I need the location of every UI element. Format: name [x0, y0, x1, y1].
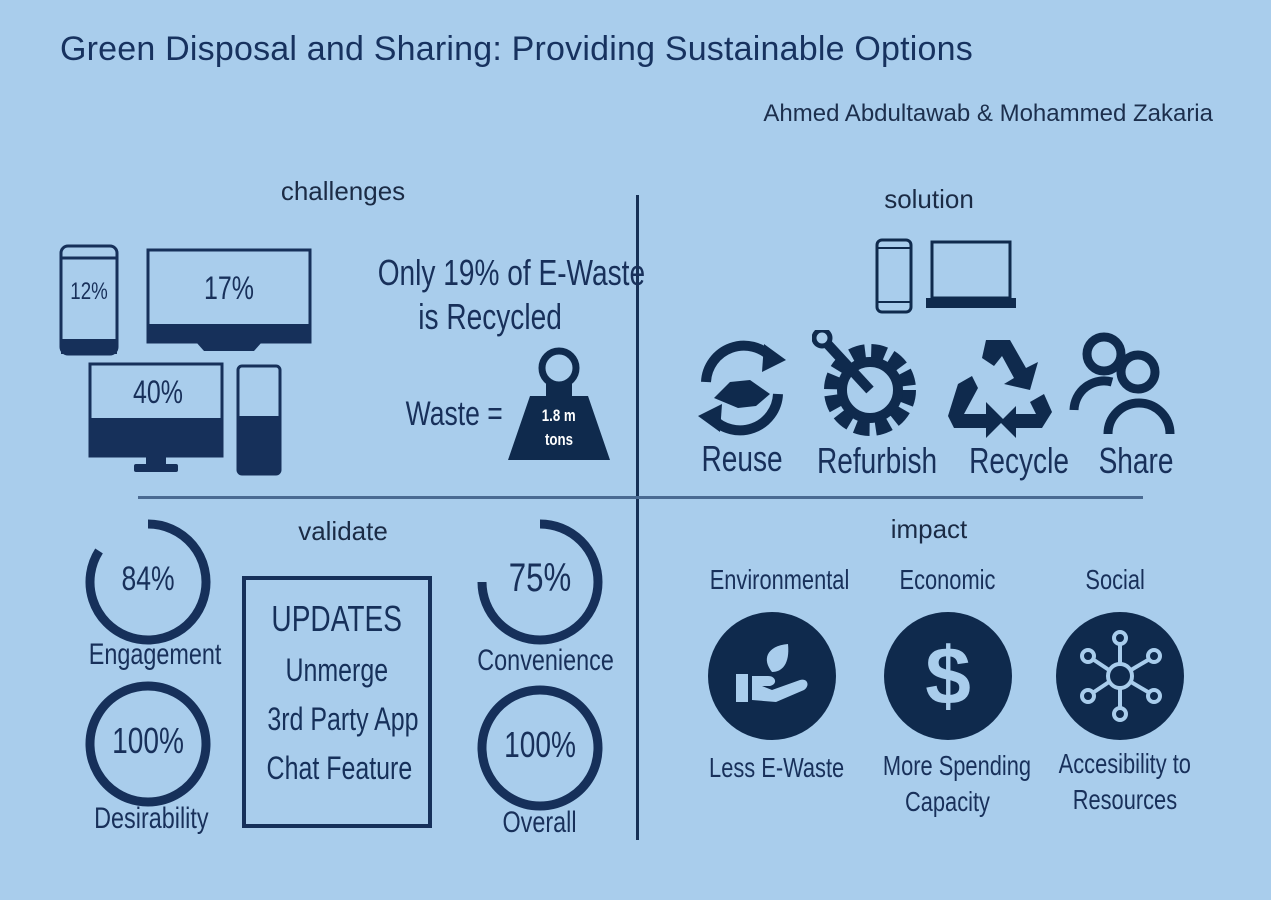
engagement-label: Engagement	[88, 638, 222, 671]
overall-value: 100%	[504, 724, 576, 765]
page-title: Green Disposal and Sharing: Providing Su…	[60, 30, 973, 68]
updates-item: Chat Feature	[266, 750, 413, 786]
desktop-percentage: 40%	[133, 374, 183, 410]
tv-device-icon	[146, 248, 312, 352]
users-icon	[1068, 330, 1178, 440]
solution-label-refurbish: Refurbish	[816, 440, 938, 481]
recycled-statement-line2: is Recycled	[418, 296, 562, 337]
updates-item: 3rd Party App	[267, 701, 419, 737]
handshake-recycle-icon	[690, 336, 794, 440]
impact-caption-social-line2: Resources	[1072, 784, 1178, 815]
desirability-value: 100%	[112, 720, 184, 761]
updates-item: Unmerge	[285, 652, 389, 688]
wrench-gear-icon	[811, 327, 924, 442]
impact-caption-environmental: Less E-Waste	[709, 752, 845, 783]
laptop-icon	[924, 240, 1018, 312]
phone-percentage: 12%	[70, 278, 108, 305]
section-heading-challenges: challenges	[280, 176, 406, 206]
section-heading-impact: impact	[890, 514, 968, 544]
phone-device-icon	[59, 244, 119, 356]
svg-text:$: $	[925, 631, 971, 722]
solution-label-share: Share	[1098, 440, 1174, 481]
vertical-divider	[636, 195, 639, 840]
dollar-icon: $	[882, 610, 1014, 742]
convenience-value: 75%	[508, 556, 572, 600]
convenience-label: Convenience	[477, 644, 614, 677]
impact-caption-economic-line1: More Spending	[882, 750, 1032, 781]
tv-percentage: 17%	[204, 270, 254, 306]
updates-heading: UPDATES	[271, 598, 403, 639]
convenience-ring	[477, 519, 603, 645]
hand-leaf-icon	[706, 610, 838, 742]
impact-caption-social-line1: Accesibility to	[1058, 748, 1192, 779]
engagement-ring	[85, 519, 211, 645]
pc-tower-icon	[236, 364, 282, 476]
section-heading-validate: validate	[298, 516, 388, 546]
solution-label-recycle: Recycle	[969, 440, 1069, 481]
updates-box: UPDATES Unmerge 3rd Party App Chat Featu…	[242, 576, 432, 828]
waste-label: Waste =	[405, 395, 503, 433]
desktop-device-icon	[88, 362, 224, 476]
impact-heading-economic: Economic	[899, 564, 995, 595]
desirability-label: Desirability	[93, 802, 209, 835]
weight-value-line2: tons	[544, 430, 573, 449]
recycled-statement-line1: Only 19% of E-Waste	[377, 252, 646, 293]
phone-icon	[875, 238, 913, 314]
weight-value-line1: 1.8 m	[542, 406, 576, 425]
impact-heading-environmental: Environmental	[709, 564, 850, 595]
overall-ring	[477, 685, 603, 811]
solution-label-reuse: Reuse	[701, 438, 783, 479]
horizontal-divider	[138, 496, 1143, 499]
recycle-icon	[944, 332, 1054, 442]
weight-icon	[506, 344, 612, 462]
overall-label: Overall	[502, 806, 578, 839]
authors: Ahmed Abdultawab & Mohammed Zakaria	[763, 100, 1213, 127]
impact-heading-social: Social	[1085, 564, 1145, 595]
section-heading-solution: solution	[884, 184, 974, 214]
engagement-value: 84%	[121, 560, 175, 598]
desirability-ring	[85, 681, 211, 807]
network-icon	[1054, 610, 1186, 742]
impact-caption-economic-line2: Capacity	[904, 786, 990, 817]
